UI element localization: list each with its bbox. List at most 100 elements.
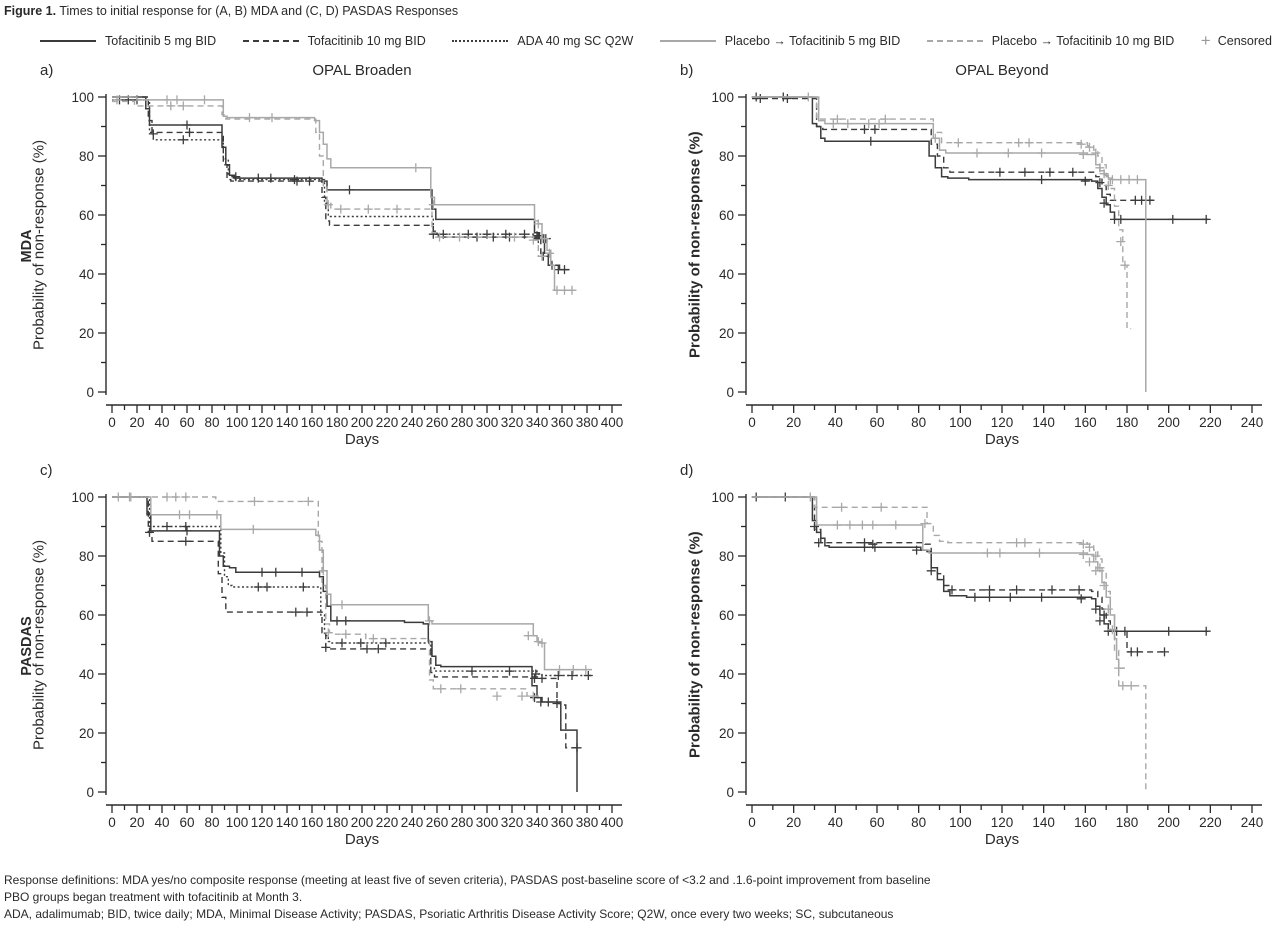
x-tick-label: 60 [869, 815, 884, 830]
censored-marks [125, 492, 538, 701]
x-tick-label: 80 [204, 815, 219, 830]
panel-a-title: OPAL Broaden [312, 62, 412, 79]
y-tick-label: 20 [719, 726, 734, 741]
x-tick-label: 240 [401, 415, 424, 430]
panel-b-title: OPAL Beyond [955, 62, 1049, 79]
x-tick-label: 60 [179, 815, 194, 830]
footnotes: Response definitions: MDA yes/no composi… [4, 872, 931, 923]
figure-title: Figure 1. Times to initial response for … [4, 4, 458, 18]
x-tick-label: 100 [949, 815, 972, 830]
x-tick-label: 200 [1157, 415, 1180, 430]
x-tick-label: 140 [276, 415, 299, 430]
x-tick-label: 0 [108, 815, 116, 830]
x-tick-label: 140 [1032, 815, 1055, 830]
x-tick-label: 360 [551, 415, 574, 430]
series-line [112, 496, 592, 677]
legend-line-swatch [659, 40, 716, 42]
x-tick-label: 280 [451, 415, 474, 430]
series-line [752, 96, 1147, 392]
legend-line-swatch [452, 40, 509, 42]
panel-a-letter: a) [40, 62, 54, 79]
series-line [752, 496, 1167, 653]
x-tick-label: 260 [426, 415, 449, 430]
x-tick-label: 160 [301, 415, 324, 430]
legend-item-label: Placebo → Tofacitinib 5 mg BID [724, 34, 901, 48]
x-tick-label: 380 [576, 415, 599, 430]
x-tick-label: 220 [376, 815, 399, 830]
legend-item-label: Tofacitinib 10 mg BID [307, 34, 426, 48]
x-tick-label: 220 [1199, 415, 1222, 430]
panel-c-letter: c) [40, 462, 53, 479]
panel-d: 0 20 40 60 80 100 0 20 40 60 80 100 120 140 160 180 200 2… [640, 460, 1280, 860]
x-tick-label: 120 [991, 415, 1014, 430]
censored-marks [113, 492, 591, 675]
x-tick-label: 160 [1074, 415, 1097, 430]
x-tick-label: 400 [601, 415, 624, 430]
x-tick-label: 240 [1241, 815, 1264, 830]
x-tick-label: 60 [869, 415, 884, 430]
series-line [112, 496, 542, 697]
series-line [752, 496, 1125, 669]
y-tick-label: 60 [79, 608, 94, 623]
x-tick-label: 180 [1116, 415, 1139, 430]
x-tick-label: 20 [786, 415, 801, 430]
y-tick-label: 80 [79, 149, 94, 164]
legend-item: + Censored [1200, 31, 1272, 50]
series-line [752, 96, 1132, 330]
censored-marks [112, 95, 577, 295]
legend-item: ADA 40 mg SC Q2W [452, 34, 633, 48]
legend-item: Tofacitinib 10 mg BID [242, 34, 426, 48]
x-tick-label: 340 [526, 415, 549, 430]
footnote-line-2: PBO groups began treatment with tofaciti… [4, 890, 303, 904]
panel-b-letter: b) [680, 62, 694, 79]
panel-d-xlabel: Days [984, 831, 1020, 848]
x-tick-label: 0 [748, 415, 756, 430]
legend-line-swatch [242, 40, 299, 42]
y-tick-label: 100 [711, 490, 734, 505]
x-tick-label: 320 [501, 415, 524, 430]
series-line [752, 496, 1147, 792]
censored-plus-icon: + [1200, 31, 1211, 50]
x-tick-label: 80 [911, 815, 926, 830]
x-tick-label: 140 [276, 815, 299, 830]
y-tick-label: 60 [79, 208, 94, 223]
censored-marks [182, 120, 569, 275]
legend-item-label: Censored [1217, 34, 1272, 48]
x-tick-label: 40 [828, 415, 843, 430]
x-tick-label: 200 [351, 815, 374, 830]
censored-marks [828, 119, 1142, 185]
x-tick-label: 120 [251, 415, 274, 430]
x-tick-label: 180 [1116, 815, 1139, 830]
y-tick-label: 80 [719, 149, 734, 164]
legend-line-swatch [926, 40, 983, 42]
x-tick-label: 120 [251, 815, 274, 830]
censored-marks [837, 502, 1136, 691]
y-tick-label: 100 [71, 90, 94, 105]
x-tick-label: 360 [551, 815, 574, 830]
panel-b-plot: 0 20 40 60 80 100 0 20 40 60 80 100 120 140 160 180 200 2… [711, 90, 1264, 430]
censored-marks [814, 538, 1169, 657]
y-tick-label: 20 [719, 326, 734, 341]
x-tick-label: 60 [179, 415, 194, 430]
figure-title-bold: Figure 1. [4, 4, 57, 18]
x-tick-label: 40 [154, 415, 169, 430]
x-tick-label: 280 [451, 815, 474, 830]
x-tick-label: 240 [1241, 415, 1264, 430]
censored-marks [148, 127, 548, 261]
legend-item: Placebo → Tofacitinib 10 mg BID [926, 34, 1174, 48]
x-tick-label: 20 [129, 815, 144, 830]
x-tick-label: 380 [576, 815, 599, 830]
legend: Tofacitinib 5 mg BID Tofacitinib 10 mg BI… [40, 28, 1272, 54]
x-tick-label: 80 [204, 415, 219, 430]
series-line [752, 496, 1209, 632]
x-tick-label: 80 [911, 415, 926, 430]
censored-marks [182, 526, 553, 707]
panel-c-ylabel: Probability of non-response (%) [30, 539, 48, 750]
panel-d-ylabel: Probability of non-response (%) [686, 531, 704, 758]
x-tick-label: 0 [748, 815, 756, 830]
x-tick-label: 100 [226, 815, 249, 830]
series-line [112, 99, 551, 240]
y-tick-label: 0 [86, 785, 94, 800]
panel-d-letter: d) [680, 462, 694, 479]
